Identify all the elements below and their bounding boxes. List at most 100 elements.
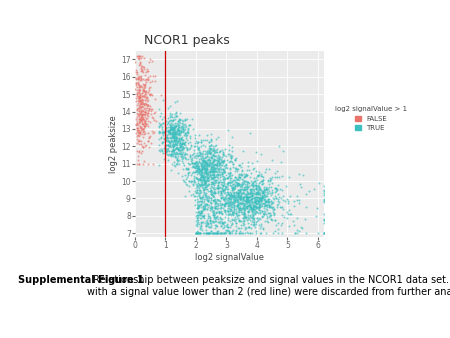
Point [217,157,225,162]
Point [172,141,179,146]
Point [170,147,177,153]
Point [197,188,204,193]
Point [244,195,251,200]
Point [198,154,205,159]
Point [223,201,230,206]
Point [256,186,263,192]
Point [204,221,212,226]
Point [175,127,182,132]
Point [184,172,191,177]
Point [212,206,219,211]
Point [174,123,181,128]
Point [220,161,227,166]
Point [212,189,219,194]
Point [239,181,246,187]
Point [256,188,264,193]
Point [202,193,210,199]
Point [214,159,221,165]
Point [178,140,185,145]
Point [196,188,203,193]
Point [197,176,204,181]
Point [157,148,164,153]
Point [202,223,210,229]
Point [223,198,230,203]
Point [238,211,246,217]
Point [175,119,182,124]
Point [216,200,223,205]
Point [256,211,263,216]
Point [267,217,274,222]
Point [184,126,191,132]
Point [202,160,209,165]
Point [194,210,201,215]
Point [173,139,180,145]
Point [142,130,149,135]
Point [171,152,178,157]
Point [203,173,211,179]
Point [243,183,251,188]
Point [200,165,207,170]
Point [221,195,228,200]
Point [144,115,151,120]
Point [198,151,205,156]
Point [198,162,205,167]
Point [138,93,145,99]
Point [245,199,252,204]
Point [163,135,171,140]
Point [135,88,143,93]
Point [240,171,248,176]
Point [202,218,209,223]
Point [216,161,224,166]
Point [228,154,235,160]
Point [137,108,144,114]
Point [202,222,209,227]
Point [216,231,223,236]
Point [187,142,194,147]
Point [184,166,192,171]
Point [218,219,225,225]
Point [134,87,141,93]
Point [173,136,180,141]
Point [135,53,142,58]
Point [260,226,267,231]
Point [189,161,196,166]
Point [221,210,229,215]
Point [136,133,143,139]
Point [175,128,182,134]
Point [141,82,148,88]
Point [181,121,188,127]
Point [210,159,217,164]
Point [221,169,228,174]
Point [169,142,176,148]
Point [145,119,152,124]
Point [216,153,223,159]
Point [135,161,143,166]
Point [220,196,228,202]
Point [199,176,206,182]
Point [198,167,205,173]
Point [258,223,265,229]
Point [135,132,142,138]
Point [136,106,143,112]
Point [175,147,182,153]
Point [245,198,252,203]
Point [248,207,255,212]
Point [219,221,226,227]
Point [204,178,212,184]
Point [271,189,278,194]
Point [219,176,226,181]
Point [197,189,204,195]
Point [241,203,248,209]
Point [211,146,218,152]
Point [140,124,147,129]
Legend: FALSE, TRUE: FALSE, TRUE [335,106,407,131]
Point [230,194,237,199]
Point [248,193,255,198]
Point [252,192,259,197]
Point [236,191,243,196]
Point [252,183,260,188]
Point [230,187,237,192]
Point [142,97,149,103]
Point [137,93,144,98]
Point [178,129,185,134]
